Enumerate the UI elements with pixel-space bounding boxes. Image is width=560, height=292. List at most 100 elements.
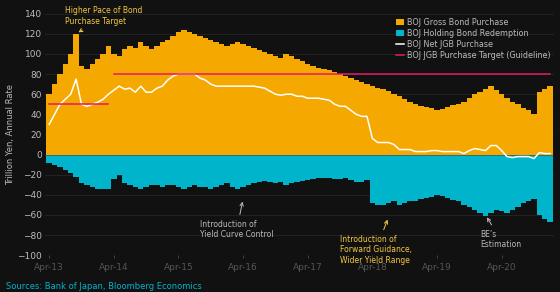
Bar bbox=[445, 107, 450, 154]
Bar bbox=[192, 154, 197, 185]
Bar bbox=[461, 102, 466, 154]
Bar bbox=[90, 154, 95, 187]
Bar bbox=[380, 89, 386, 154]
Bar bbox=[186, 154, 192, 187]
Text: Introduction of
Yield Curve Control: Introduction of Yield Curve Control bbox=[200, 203, 273, 239]
Bar bbox=[386, 91, 391, 154]
Bar bbox=[343, 76, 348, 154]
Bar bbox=[402, 99, 407, 154]
Bar bbox=[396, 154, 402, 205]
Bar bbox=[246, 154, 251, 185]
Bar bbox=[289, 56, 294, 154]
Bar bbox=[548, 154, 553, 222]
Text: Higher Pace of Bond
Purchase Target: Higher Pace of Bond Purchase Target bbox=[66, 6, 143, 32]
Bar bbox=[510, 154, 515, 210]
Bar bbox=[413, 104, 418, 154]
Bar bbox=[488, 86, 493, 154]
Bar bbox=[445, 154, 450, 198]
Bar bbox=[219, 154, 224, 185]
Bar bbox=[488, 154, 493, 213]
Bar bbox=[348, 154, 353, 180]
Bar bbox=[46, 94, 52, 154]
Bar bbox=[192, 34, 197, 154]
Bar bbox=[170, 154, 176, 185]
Bar bbox=[483, 89, 488, 154]
Bar bbox=[375, 88, 380, 154]
Bar bbox=[273, 154, 278, 183]
Bar bbox=[111, 54, 116, 154]
Bar bbox=[230, 44, 235, 154]
Bar bbox=[505, 98, 510, 154]
Bar bbox=[472, 94, 478, 154]
Text: Sources: Bank of Japan, Bloomberg Economics: Sources: Bank of Japan, Bloomberg Econom… bbox=[6, 281, 202, 291]
Bar bbox=[348, 78, 353, 154]
Bar bbox=[160, 42, 165, 154]
Bar bbox=[300, 154, 305, 181]
Bar bbox=[154, 154, 160, 185]
Bar bbox=[332, 154, 337, 179]
Bar bbox=[63, 154, 68, 170]
Bar bbox=[111, 154, 116, 179]
Bar bbox=[353, 154, 359, 182]
Bar bbox=[240, 44, 246, 154]
Bar bbox=[472, 154, 478, 210]
Bar bbox=[542, 89, 548, 154]
Bar bbox=[466, 98, 472, 154]
Bar bbox=[391, 154, 396, 201]
Bar bbox=[456, 154, 461, 201]
Bar bbox=[176, 32, 181, 154]
Bar bbox=[127, 46, 133, 154]
Bar bbox=[407, 154, 413, 201]
Bar bbox=[203, 154, 208, 187]
Bar bbox=[435, 154, 440, 195]
Bar bbox=[520, 154, 526, 203]
Bar bbox=[515, 154, 520, 207]
Bar bbox=[435, 110, 440, 154]
Bar bbox=[370, 86, 375, 154]
Bar bbox=[478, 92, 483, 154]
Bar bbox=[246, 46, 251, 154]
Bar bbox=[278, 154, 283, 182]
Bar bbox=[423, 107, 429, 154]
Bar bbox=[450, 105, 456, 154]
Bar bbox=[493, 154, 499, 210]
Bar bbox=[213, 42, 219, 154]
Bar bbox=[127, 154, 133, 185]
Bar bbox=[413, 154, 418, 201]
Legend: BOJ Gross Bond Purchase, BOJ Holding Bond Redemption, BOJ Net JGB Purchase, BOJ : BOJ Gross Bond Purchase, BOJ Holding Bon… bbox=[395, 18, 550, 60]
Bar bbox=[224, 154, 230, 183]
Bar bbox=[90, 64, 95, 154]
Bar bbox=[418, 154, 423, 199]
Bar bbox=[300, 61, 305, 154]
Bar bbox=[440, 109, 445, 154]
Bar bbox=[230, 154, 235, 187]
Bar bbox=[138, 42, 143, 154]
Bar bbox=[542, 154, 548, 219]
Bar bbox=[326, 154, 332, 178]
Bar bbox=[73, 154, 79, 177]
Bar bbox=[429, 108, 435, 154]
Bar bbox=[531, 114, 536, 154]
Bar bbox=[505, 154, 510, 213]
Bar bbox=[79, 66, 84, 154]
Bar bbox=[235, 154, 240, 189]
Bar bbox=[176, 154, 181, 187]
Bar bbox=[310, 66, 316, 154]
Bar bbox=[526, 154, 531, 201]
Bar bbox=[106, 154, 111, 189]
Bar bbox=[332, 72, 337, 154]
Bar bbox=[235, 42, 240, 154]
Bar bbox=[283, 154, 289, 185]
Bar bbox=[321, 69, 326, 154]
Bar bbox=[203, 38, 208, 154]
Bar bbox=[181, 30, 186, 154]
Text: Introduction of
Forward Guidance,
Wider Yield Range: Introduction of Forward Guidance, Wider … bbox=[340, 220, 412, 265]
Bar bbox=[391, 94, 396, 154]
Bar bbox=[46, 154, 52, 163]
Bar bbox=[386, 154, 391, 203]
Bar bbox=[116, 154, 122, 175]
Bar bbox=[310, 154, 316, 179]
Bar bbox=[79, 154, 84, 183]
Bar bbox=[133, 48, 138, 154]
Bar bbox=[197, 154, 203, 187]
